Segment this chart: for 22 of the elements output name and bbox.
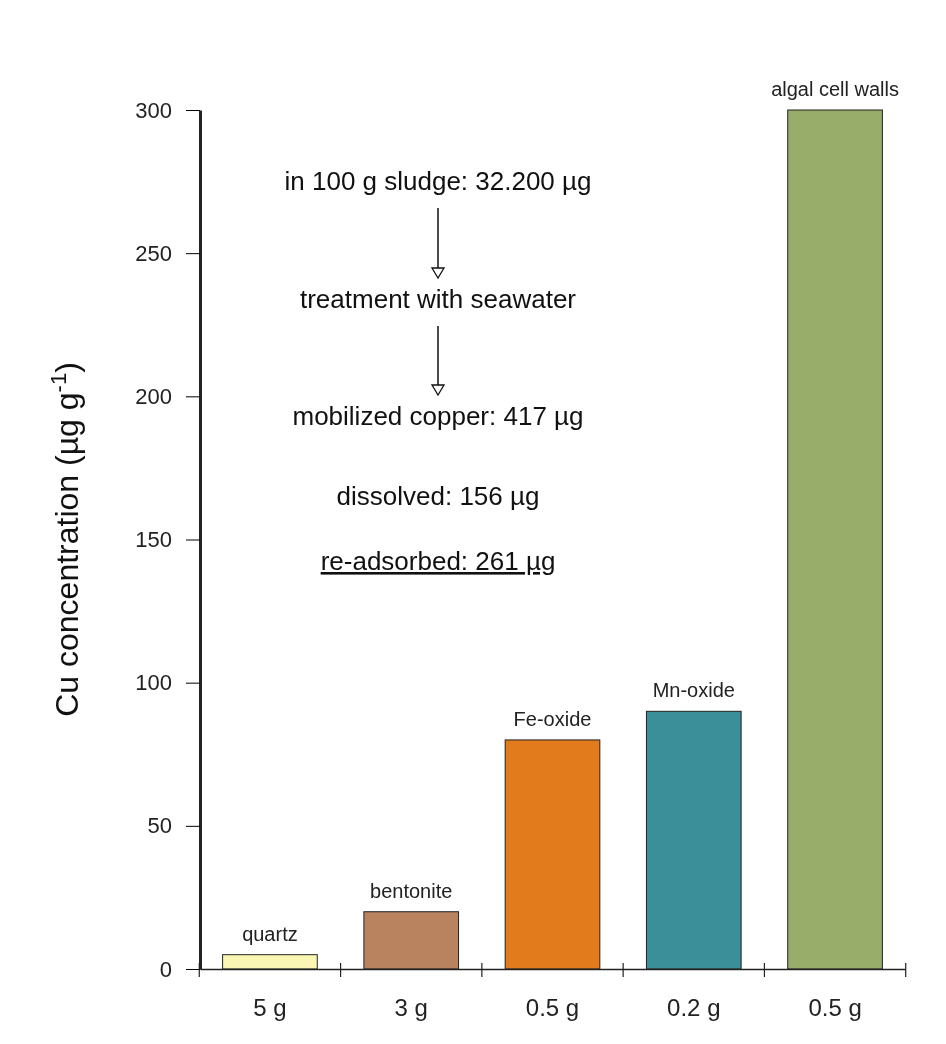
annotation: in 100 g sludge: 32.200 µg xyxy=(284,166,592,196)
x-tick-label: 0.2 g xyxy=(667,994,721,1022)
y-tick-label: 50 xyxy=(147,813,172,839)
data-label: quartz xyxy=(242,922,298,945)
x-tick-label: 0.5 g xyxy=(808,994,862,1022)
data-label: Fe-oxide xyxy=(513,707,592,730)
annotation: treatment with seawater xyxy=(299,284,577,314)
y-tick-label: 0 xyxy=(159,956,172,982)
data-label: Mn-oxide xyxy=(652,679,735,702)
y-tick-label: 200 xyxy=(135,383,172,409)
x-tick-label: 0.5 g xyxy=(525,994,580,1022)
x-tick-label: 3 g xyxy=(394,994,428,1022)
annotation: mobilized copper: 417 µg xyxy=(292,401,584,431)
x-tick-label: 5 g xyxy=(253,994,287,1022)
annotation: re-adsorbed: 261 µg xyxy=(320,546,556,576)
y-tick-label: 100 xyxy=(135,670,172,696)
y-tick-label: 150 xyxy=(135,527,172,553)
annotation: dissolved: 156 µg xyxy=(336,481,540,511)
y-tick-label: 300 xyxy=(135,97,172,123)
data-label: algal cell walls xyxy=(771,78,899,100)
data-label: bentonite xyxy=(370,879,453,902)
y-tick-label: 250 xyxy=(135,240,172,266)
